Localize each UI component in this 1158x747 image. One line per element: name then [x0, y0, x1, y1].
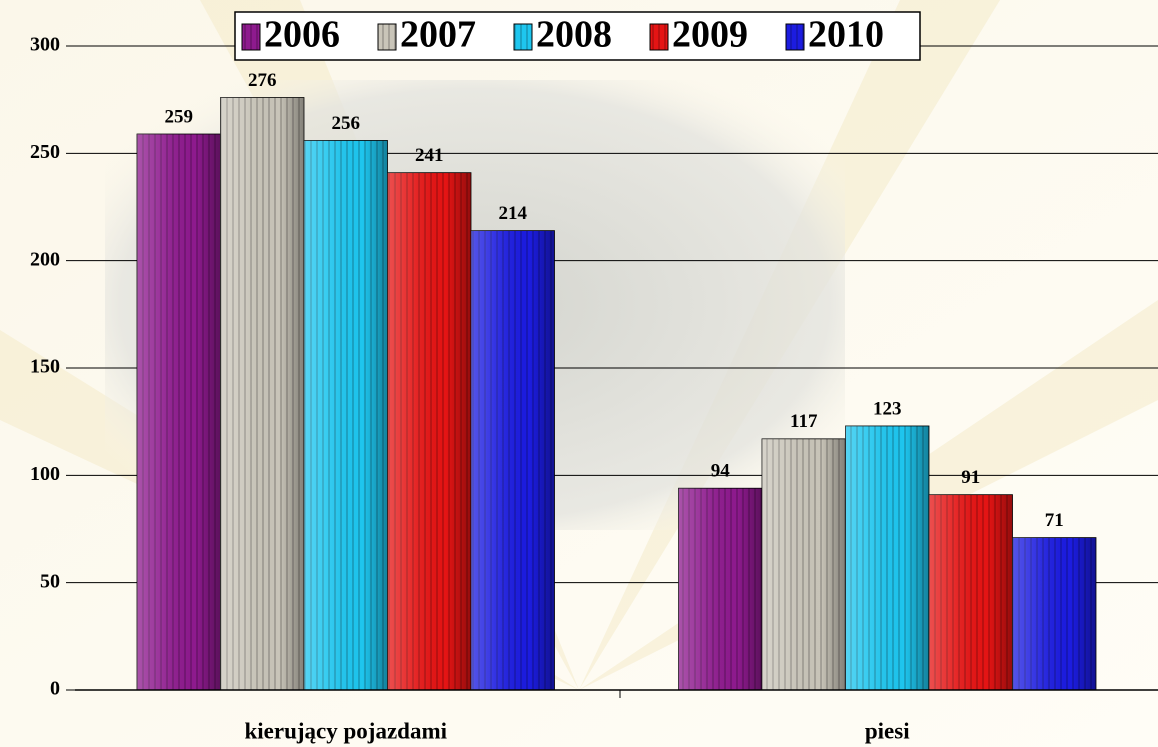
legend-label: 2008: [536, 14, 612, 56]
legend-label: 2006: [264, 14, 340, 56]
bar-shade: [304, 140, 388, 690]
bar-shade: [471, 231, 555, 690]
data-label: 123: [873, 398, 902, 419]
bar-shade: [137, 134, 221, 690]
data-label: 94: [711, 461, 731, 482]
data-label: 91: [961, 467, 980, 488]
data-label: 276: [248, 70, 277, 91]
legend-label: 2007: [400, 14, 476, 56]
legend-swatch: [786, 24, 804, 50]
data-label: 71: [1045, 510, 1064, 531]
bar-shade: [929, 495, 1013, 690]
x-tick-label: kierujący pojazdami: [244, 718, 447, 743]
bar-shade: [762, 439, 846, 690]
legend-label: 2009: [672, 14, 748, 56]
y-tick-label: 150: [30, 356, 60, 378]
y-tick-label: 100: [30, 463, 60, 485]
y-tick-label: 50: [40, 570, 60, 592]
data-label: 256: [332, 113, 361, 134]
bar-shade: [388, 173, 472, 690]
data-label: 117: [790, 411, 818, 432]
bar-shade: [679, 488, 763, 690]
legend-swatch: [378, 24, 396, 50]
bar-shade: [221, 98, 305, 690]
y-tick-label: 200: [30, 248, 60, 270]
x-tick-label: piesi: [865, 718, 910, 743]
y-tick-label: 0: [50, 678, 60, 700]
legend-swatch: [242, 24, 260, 50]
data-label: 214: [499, 203, 528, 224]
y-tick-label: 300: [30, 34, 60, 56]
y-tick-label: 250: [30, 141, 60, 163]
bar-shade: [846, 426, 930, 690]
bar-shade: [1013, 538, 1097, 690]
legend-swatch: [650, 24, 668, 50]
legend-swatch: [514, 24, 532, 50]
legend-label: 2010: [808, 14, 884, 56]
data-label: 259: [165, 106, 194, 127]
data-label: 241: [415, 145, 444, 166]
chart: 0 50 100 150 200 250 300 259 276 256 241 214 94 117 1…: [0, 0, 1158, 747]
